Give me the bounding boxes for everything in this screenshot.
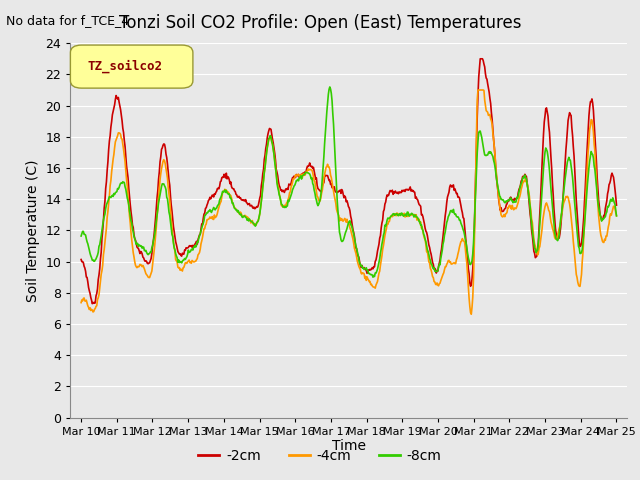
-2cm <box>143 259 150 264</box>
-8cm <box>142 248 150 253</box>
-4cm <box>87 308 95 313</box>
-4cm <box>225 190 232 195</box>
Line: -2cm: -2cm <box>81 59 616 304</box>
-8cm <box>431 268 438 274</box>
-2cm <box>88 301 96 307</box>
Y-axis label: Soil Temperature (C): Soil Temperature (C) <box>26 159 40 301</box>
-2cm <box>612 202 620 208</box>
-8cm <box>87 253 95 259</box>
-4cm <box>467 312 475 317</box>
-2cm <box>197 227 205 232</box>
X-axis label: Time: Time <box>332 439 366 454</box>
-2cm <box>476 56 484 62</box>
Line: -4cm: -4cm <box>81 90 616 314</box>
-4cm <box>196 246 204 252</box>
-2cm <box>415 200 422 205</box>
-8cm <box>326 84 333 90</box>
Text: No data for f_TCE_4: No data for f_TCE_4 <box>6 14 129 27</box>
-2cm <box>87 295 95 300</box>
Line: -8cm: -8cm <box>81 87 616 277</box>
-8cm <box>196 231 204 237</box>
Legend: -2cm, -4cm, -8cm: -2cm, -4cm, -8cm <box>193 443 447 468</box>
-4cm <box>414 216 422 221</box>
-2cm <box>77 257 85 263</box>
FancyBboxPatch shape <box>70 45 193 88</box>
-4cm <box>142 271 150 276</box>
-4cm <box>474 87 482 93</box>
-8cm <box>612 213 620 219</box>
-4cm <box>612 213 620 218</box>
-8cm <box>369 275 377 280</box>
-4cm <box>429 275 437 280</box>
-4cm <box>77 300 85 305</box>
Text: Tonzi Soil CO2 Profile: Open (East) Temperatures: Tonzi Soil CO2 Profile: Open (East) Temp… <box>119 14 521 33</box>
-8cm <box>415 219 423 225</box>
Text: TZ_soilco2: TZ_soilco2 <box>87 60 162 73</box>
-8cm <box>225 191 232 197</box>
-8cm <box>77 233 85 239</box>
-2cm <box>225 177 233 183</box>
-2cm <box>430 266 438 272</box>
